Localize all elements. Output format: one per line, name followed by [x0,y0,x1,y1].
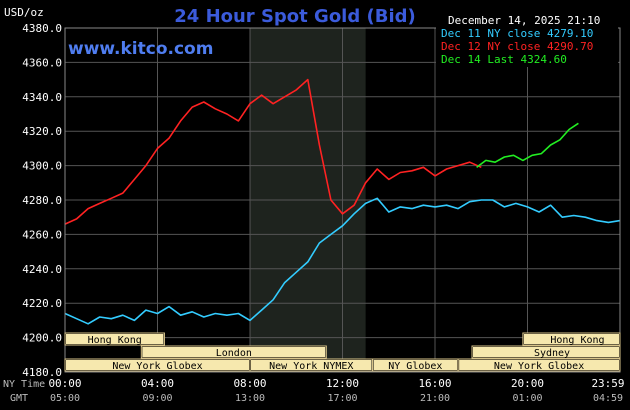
session-bar-fill [142,347,326,357]
session-bar: New York NYMEX [249,358,374,372]
x-tick-label-ny: 16:00 [418,377,451,390]
market-sessions: Hong Kong London New York Globex New York N… [64,332,621,372]
x-tick-label-ny: 23:59 [591,377,624,390]
timestamp: December 14, 2025 21:10 [448,14,600,27]
series-lines [64,78,621,325]
plot-border [64,27,621,373]
session-label: New York Globex [494,361,584,372]
x-tick-label-gmt: 21:00 [420,393,450,404]
session-label: Hong Kong [88,335,142,346]
session-bar-fill [251,360,372,370]
session-bar: New York Globex [64,358,251,372]
y-tick-label: 4320.0 [22,125,62,138]
session-label: NY Globex [388,361,442,372]
session-bar: Hong Kong [522,332,621,346]
y-tick-label: 4280.0 [22,194,62,207]
x-tick-label-ny: 04:00 [141,377,174,390]
x-tick-label-ny: 12:00 [326,377,359,390]
session-bar-fill [66,334,164,344]
x-tick-label-ny: 08:00 [233,377,266,390]
session-bar: Sydney [471,345,621,359]
session-label: Hong Kong [550,335,604,346]
x-tick-label-gmt: 09:00 [142,393,172,404]
session-bar-fill [523,334,619,344]
y-tick-label: 4380.0 [22,22,62,35]
x-tick-label-gmt: 05:00 [50,393,80,404]
session-bar: Hong Kong [64,332,165,346]
y-tick-label: 4180.0 [22,366,62,379]
session-bar: London [140,345,327,359]
session-label: New York Globex [112,361,202,372]
x-axis-row-label-gmt: GMT [10,393,28,404]
session-label: Sydney [534,348,570,359]
session-label: London [216,348,252,359]
x-tick-label-gmt: 04:59 [593,393,623,404]
y-axis-label: USD/oz [4,6,44,19]
y-tick-label: 4220.0 [22,297,62,310]
legend-entry-dec-14: Dec 14 Last 4324.60 [441,53,567,66]
y-axis-ticks: 4380.0 4360.0 4340.0 4320.0 4300.0 4280.0 4260… [22,22,62,379]
series-line-dec-14 [476,122,579,168]
y-tick-label: 4200.0 [22,332,62,345]
x-tick-label-gmt: 17:00 [327,393,357,404]
legend-entry-dec-11: Dec 11 NY close 4279.10 [441,27,593,40]
plot-area [64,27,621,373]
legend-entry-dec-12: Dec 12 NY close 4290.70 [441,40,593,53]
y-tick-label: 4340.0 [22,91,62,104]
x-tick-label-gmt: 13:00 [235,393,265,404]
x-axis-row-label-ny: NY Time [3,379,45,390]
y-tick-label: 4300.0 [22,160,62,173]
watermark: www.kitco.com [68,39,213,59]
session-bar-fill [66,360,249,370]
y-tick-label: 4360.0 [22,56,62,69]
session-bar-fill [473,347,619,357]
series-line-dec-11 [64,197,621,325]
legend-background [436,27,618,67]
session-bar-fill [373,360,458,370]
y-tick-label: 4260.0 [22,228,62,241]
chart-title: 24 Hour Spot Gold (Bid) [174,6,415,27]
x-tick-label-ny: 00:00 [48,377,81,390]
session-label: New York NYMEX [269,361,353,372]
x-axis-ticks: 00:00 04:00 08:00 12:00 16:00 20:00 23:59 05:00… [48,377,624,404]
x-tick-label-ny: 20:00 [511,377,544,390]
session-bar-fill [459,360,619,370]
x-tick-label-gmt: 01:00 [512,393,542,404]
session-bar: New York Globex [457,358,621,372]
session-bar: NY Globex [372,358,459,372]
legend: Dec 11 NY close 4279.10 Dec 12 NY close … [436,27,618,67]
y-tick-label: 4240.0 [22,263,62,276]
series-line-dec-12 [64,78,482,225]
